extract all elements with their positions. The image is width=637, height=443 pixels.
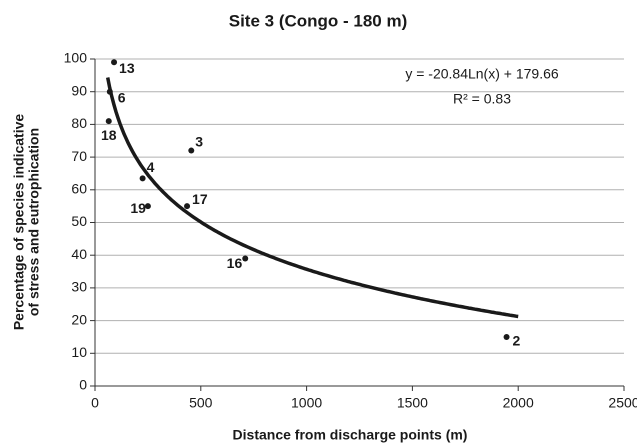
x-tick-label: 1500 bbox=[397, 395, 428, 411]
point-label: 16 bbox=[227, 255, 243, 271]
y-axis-label-line: Percentage of species indicative bbox=[11, 114, 27, 331]
point bbox=[188, 147, 195, 154]
point bbox=[144, 203, 151, 210]
point-label: 13 bbox=[119, 60, 135, 76]
y-tick-label: 100 bbox=[64, 50, 88, 66]
point bbox=[242, 255, 249, 262]
point bbox=[503, 333, 510, 340]
x-tick-label: 2000 bbox=[503, 395, 534, 411]
point-label: 4 bbox=[147, 159, 155, 175]
point-label: 6 bbox=[118, 89, 126, 105]
trend-line bbox=[105, 77, 519, 319]
y-tick-label: 20 bbox=[71, 311, 87, 327]
y-tick-label: 70 bbox=[71, 148, 87, 164]
point-label: 18 bbox=[101, 127, 117, 143]
y-axis-label: Percentage of species indicative of stre… bbox=[11, 114, 42, 331]
y-tick-label: 90 bbox=[71, 82, 87, 98]
x-axis-label: Distance from discharge points (m) bbox=[233, 427, 468, 443]
x-tick-label: 2500 bbox=[608, 395, 637, 411]
x-tick-label: 500 bbox=[189, 395, 213, 411]
point bbox=[139, 175, 146, 182]
y-tick-label: 10 bbox=[71, 344, 87, 360]
y-tick-label: 80 bbox=[71, 115, 87, 131]
point bbox=[105, 118, 112, 125]
point bbox=[106, 88, 113, 95]
y-tick-label: 40 bbox=[71, 246, 87, 262]
y-axis-label-line: of stress and eutrophication bbox=[26, 128, 42, 316]
x-tick-label: 1000 bbox=[291, 395, 322, 411]
trend-r2: R² = 0.83 bbox=[453, 91, 511, 107]
y-tick-label: 60 bbox=[71, 181, 87, 197]
point-label: 17 bbox=[192, 191, 208, 207]
trend-equation: y = -20.84Ln(x) + 179.66 bbox=[405, 66, 559, 82]
point-label: 2 bbox=[513, 333, 521, 349]
point-label: 3 bbox=[195, 133, 203, 149]
point bbox=[111, 59, 118, 66]
point-label: 19 bbox=[130, 200, 146, 216]
chart-title: Site 3 (Congo - 180 m) bbox=[229, 11, 408, 30]
y-tick-label: 30 bbox=[71, 279, 87, 295]
x-tick-label: 0 bbox=[91, 395, 99, 411]
y-tick-label: 0 bbox=[79, 377, 87, 393]
y-tick-label: 50 bbox=[71, 213, 87, 229]
point bbox=[184, 203, 191, 210]
